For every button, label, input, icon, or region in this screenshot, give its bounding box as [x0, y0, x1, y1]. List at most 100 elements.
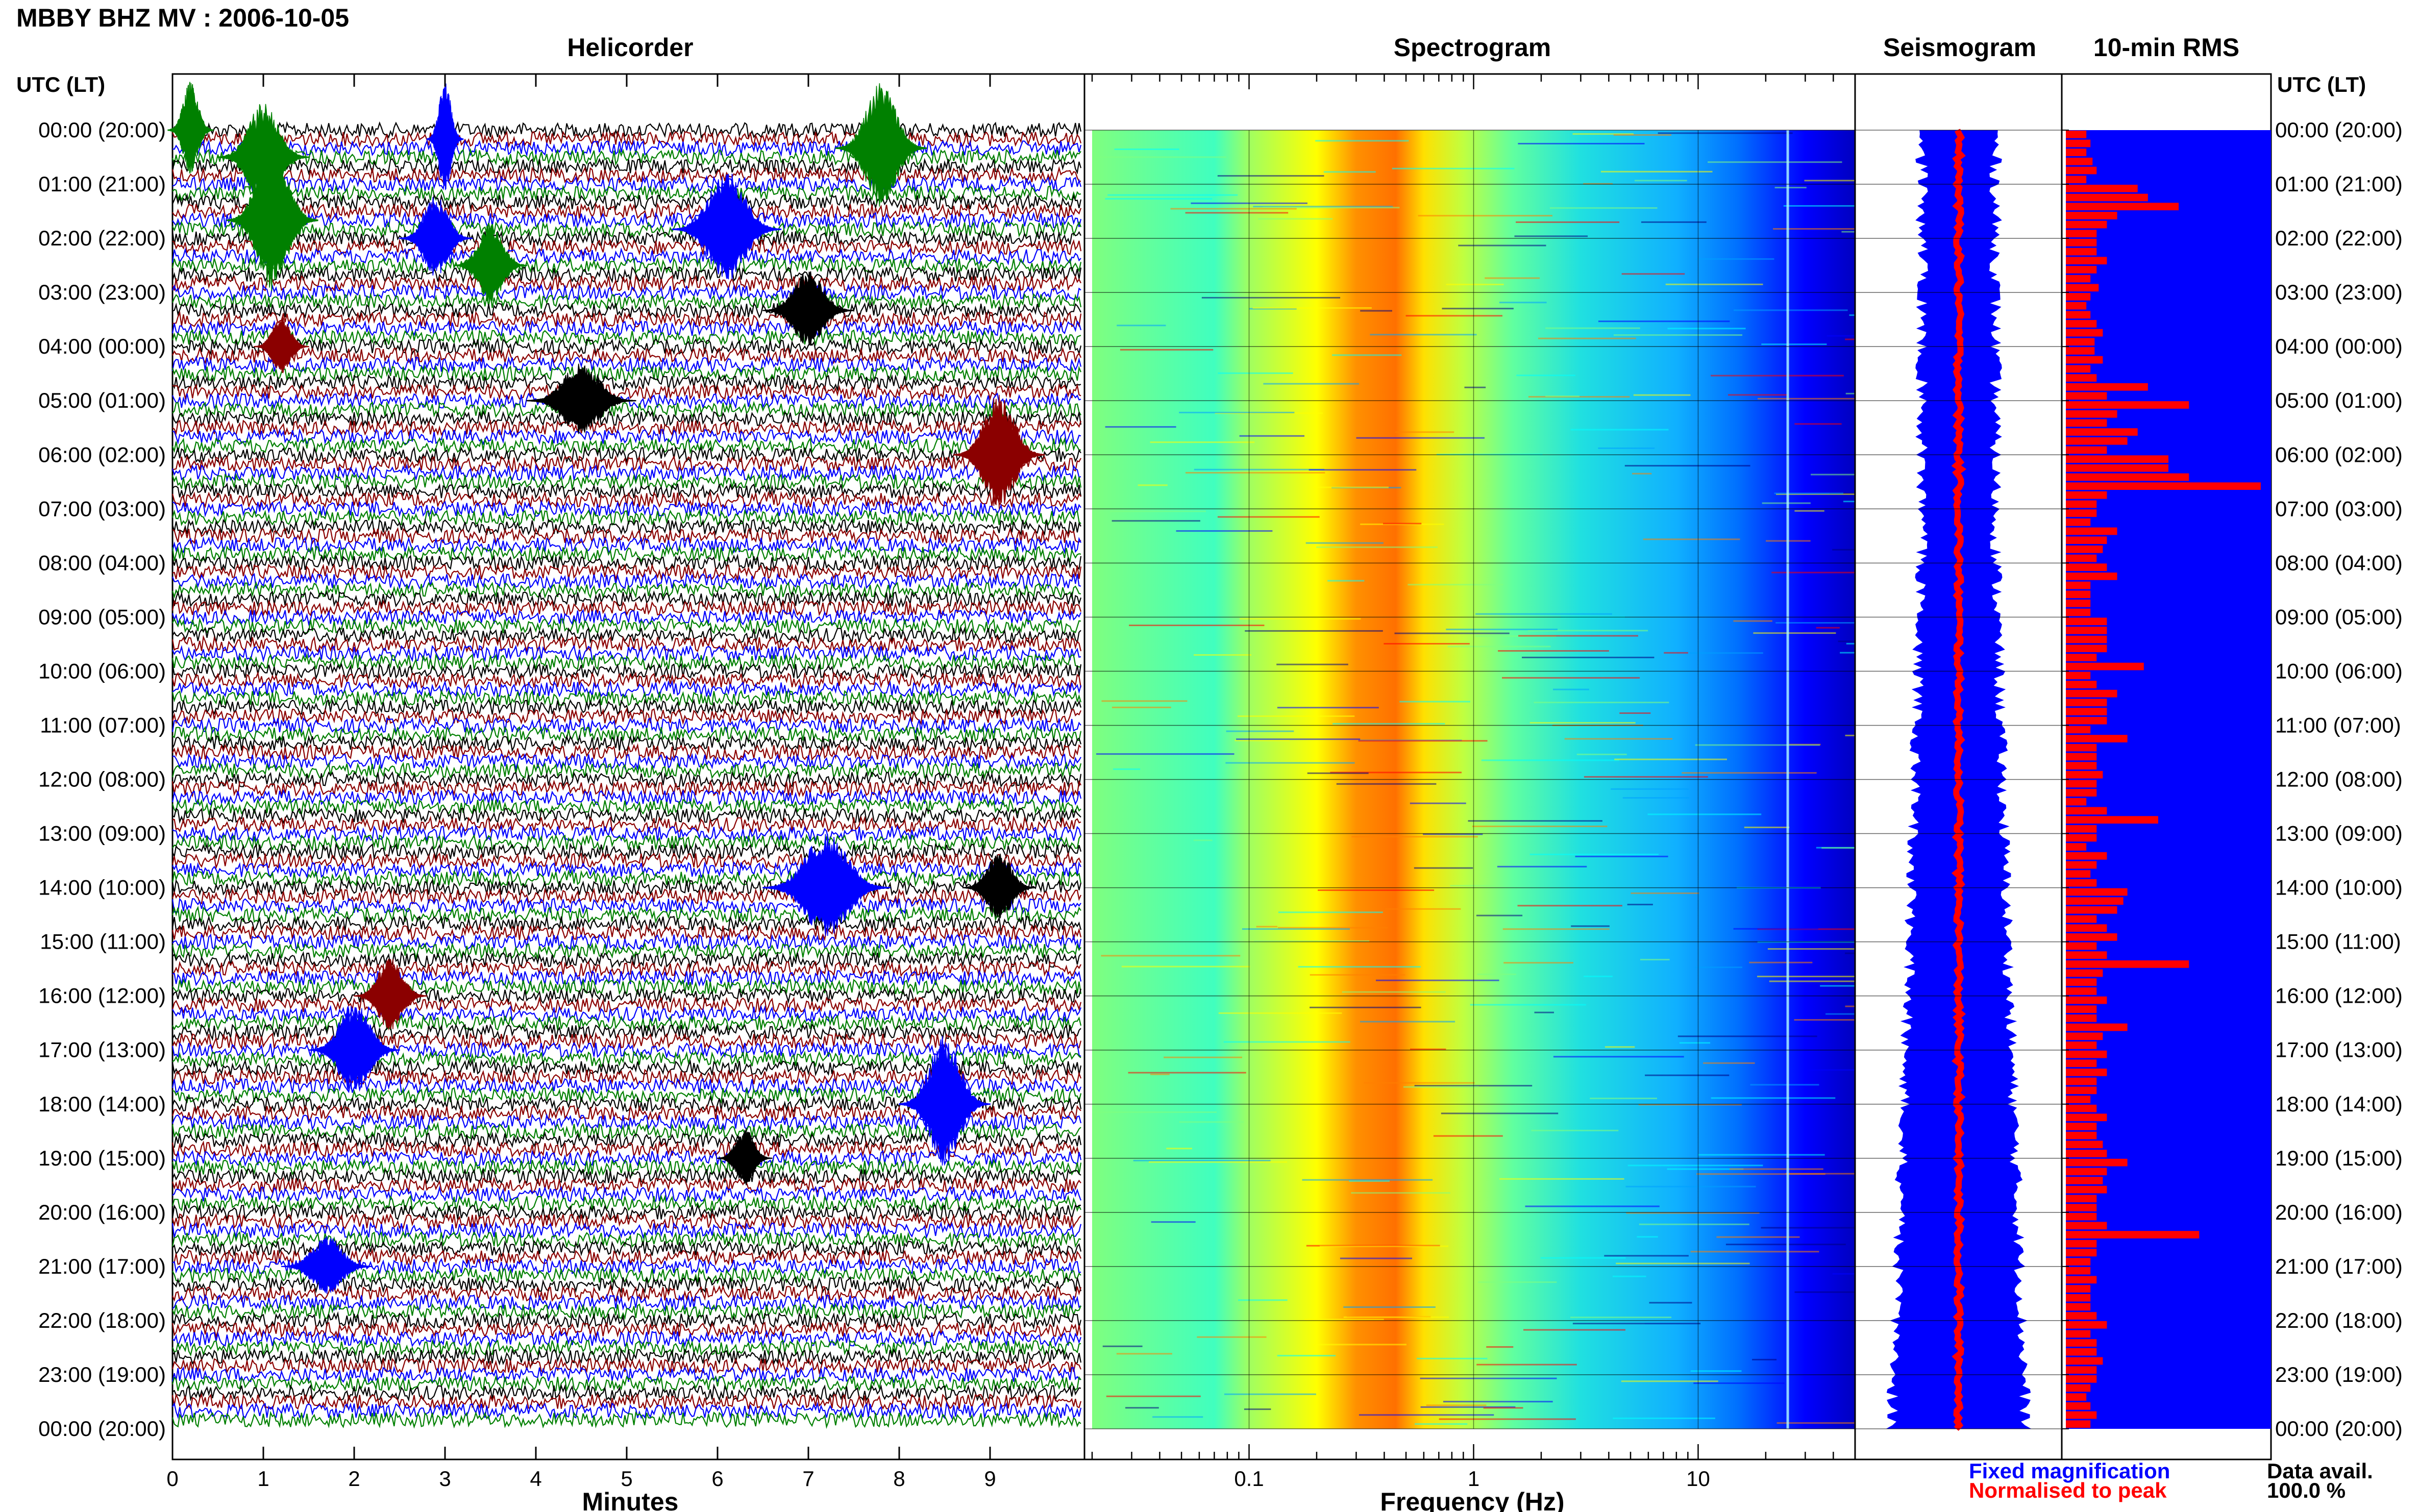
- helicorder-trace: [171, 1321, 1082, 1339]
- helicorder-trace: [171, 509, 1081, 527]
- rms-bar: [2066, 1096, 2091, 1103]
- rms-bar: [2066, 374, 2097, 382]
- rms-bar: [2066, 329, 2103, 337]
- rms-bar: [2066, 672, 2091, 680]
- spectrogram-noise-streak: [1570, 1317, 1672, 1319]
- rms-bar: [2066, 689, 2117, 698]
- rms-bar: [2066, 1077, 2097, 1085]
- rms-bar: [2066, 464, 2168, 472]
- spectrogram-noise-streak: [1632, 473, 1652, 475]
- spectrogram-noise-streak: [1762, 502, 1811, 504]
- rms-bar: [2066, 401, 2189, 409]
- helicorder-event: [254, 317, 309, 374]
- helicorder-trace: [171, 391, 1081, 410]
- spectrogram-noise-streak: [1690, 1251, 1819, 1253]
- spectrogram-noise-streak: [1516, 221, 1620, 223]
- spectrogram-noise-streak: [1832, 1273, 1855, 1275]
- rms-bar: [2066, 771, 2103, 779]
- spectrogram-noise-streak: [1107, 194, 1238, 196]
- helicorder-event: [672, 173, 782, 280]
- time-tick-label-left: 09:00 (05:00): [38, 605, 166, 629]
- helicorder-trace: [172, 932, 1082, 951]
- helicorder-trace: [171, 1356, 1082, 1375]
- helicorder-trace: [172, 301, 1081, 320]
- spectrogram-noise-streak: [1682, 772, 1817, 774]
- rms-bar: [2066, 870, 2091, 878]
- spectrogram-noise-streak: [1846, 642, 1855, 645]
- spectrogram-noise-streak: [1774, 492, 1843, 494]
- spectrogram-noise-streak: [1117, 325, 1166, 327]
- spectrogram-noise-streak: [1238, 1299, 1288, 1301]
- spectrogram-noise-streak: [1310, 1006, 1421, 1008]
- time-tick-label-right: 17:00 (13:00): [2275, 1038, 2403, 1062]
- spectrogram-noise-streak: [1611, 788, 1689, 790]
- spectrogram-noise-streak: [1151, 1221, 1196, 1223]
- rms-bar: [2066, 834, 2097, 842]
- rms-bar: [2066, 681, 2097, 688]
- spectrogram-noise-streak: [1304, 1319, 1384, 1321]
- helicorder-event: [454, 225, 527, 302]
- rms-bar: [2066, 807, 2107, 815]
- spectrogram-noise-streak: [1816, 627, 1840, 629]
- helicorder-trace: [171, 121, 1082, 139]
- spectrogram-noise-streak: [1840, 652, 1855, 654]
- helicorder-trace: [171, 283, 1081, 302]
- spectrogram-noise-streak: [1395, 431, 1454, 433]
- spectrogram-noise-streak: [1849, 314, 1855, 316]
- spectrogram-noise-streak: [1194, 468, 1325, 470]
- spectrogram-noise-streak: [1771, 572, 1855, 574]
- time-tick-label-right: 00:00 (20:00): [2275, 118, 2403, 142]
- rms-bar: [2066, 924, 2107, 932]
- spectrogram-noise-streak: [1092, 1111, 1217, 1113]
- seismogram-title: Seismogram: [1883, 33, 2036, 62]
- helicorder-trace: [171, 608, 1082, 627]
- spectrogram-noise-streak: [1627, 904, 1653, 906]
- rms-bar: [2066, 482, 2261, 490]
- spectrogram-noise-streak: [1442, 308, 1514, 310]
- spectrogram-noise-streak: [1166, 1148, 1192, 1150]
- spectrogram-noise-streak: [1794, 510, 1824, 512]
- rms-bar: [2066, 338, 2095, 346]
- rms-bar: [2066, 293, 2091, 301]
- rms-bar: [2066, 428, 2138, 436]
- spectrogram-noise-streak: [1410, 1048, 1446, 1050]
- helicorder-event: [762, 834, 891, 936]
- spectrogram-noise-streak: [1464, 386, 1486, 388]
- rms-bar: [2066, 166, 2097, 175]
- spectrogram-noise-streak: [1302, 1179, 1433, 1181]
- rms-bar: [2066, 1204, 2097, 1211]
- spectrogram-noise-streak: [1318, 889, 1435, 891]
- seismogram-panel: [1854, 73, 2063, 1460]
- spectrogram-noise-streak: [1418, 215, 1552, 217]
- helicorder-trace: [171, 463, 1081, 482]
- spectrogram-noise-streak: [1832, 549, 1855, 551]
- spectrogram-noise-streak: [1244, 1408, 1271, 1410]
- spectrogram-noise-streak: [1316, 546, 1438, 548]
- rms-bar: [2066, 798, 2087, 806]
- spectrogram-noise-streak: [1277, 1355, 1336, 1357]
- rms-bar: [2066, 1023, 2128, 1031]
- spectrogram-noise-streak: [1447, 646, 1551, 648]
- helicorder-trace: [171, 374, 1081, 392]
- spectrogram-noise-streak: [1576, 753, 1627, 755]
- helicorder-trace: [171, 671, 1082, 689]
- spectrogram-noise-streak: [1761, 1227, 1855, 1229]
- helicorder-event: [835, 83, 927, 207]
- spectrogram-noise-streak: [1242, 928, 1350, 930]
- helicorder-trace: [171, 707, 1082, 726]
- spectrogram-noise-streak: [1125, 1407, 1159, 1409]
- spectrogram-noise-streak: [1728, 394, 1788, 396]
- spectrogram-noise-streak: [1254, 940, 1370, 942]
- rms-bar: [2066, 573, 2117, 580]
- helicorder-x-tick-label: 3: [439, 1467, 451, 1491]
- spectrogram-noise-streak: [1439, 1418, 1576, 1420]
- rms-bar: [2066, 1042, 2097, 1049]
- rms-background: [2066, 130, 2271, 1429]
- rms-bar: [2066, 1312, 2097, 1320]
- rms-bar: [2066, 1258, 2091, 1266]
- time-tick-label-left: 20:00 (16:00): [38, 1200, 166, 1224]
- spectrogram-noise-streak: [1433, 1135, 1503, 1137]
- spectrogram-noise-streak: [1238, 715, 1355, 717]
- spectrogram-noise-streak: [1112, 520, 1200, 522]
- spectrogram-noise-streak: [1360, 310, 1392, 312]
